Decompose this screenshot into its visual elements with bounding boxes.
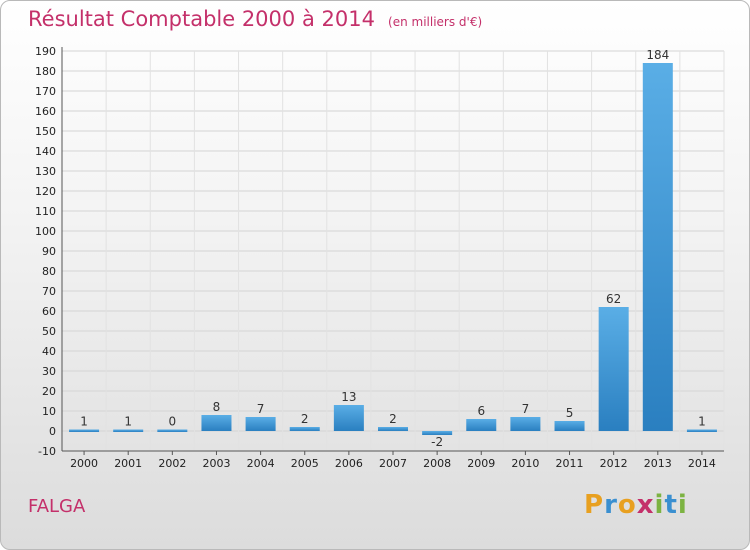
y-tick-label: 140 (35, 145, 56, 158)
x-tick-label: 2006 (335, 457, 363, 470)
data-label: -2 (431, 435, 443, 449)
y-tick-label: 110 (35, 205, 56, 218)
y-tick-label: 60 (42, 305, 56, 318)
chart-subtitle: (en milliers d'€) (388, 15, 483, 29)
logo-letter: o (617, 490, 637, 520)
chart-title: Résultat Comptable 2000 à 2014 (28, 7, 375, 31)
x-tick-label: 2000 (70, 457, 98, 470)
axes: -100102030405060708090100110120130140150… (35, 45, 724, 470)
logo-letter: P (584, 490, 605, 520)
bar (245, 417, 276, 431)
x-tick-label: 2008 (423, 457, 451, 470)
y-tick-label: 150 (35, 125, 56, 138)
y-tick-label: 180 (35, 65, 56, 78)
y-tick-label: 50 (42, 325, 56, 338)
x-tick-label: 2010 (511, 457, 539, 470)
y-tick-label: 130 (35, 165, 56, 178)
x-tick-label: 2011 (556, 457, 584, 470)
data-label: 5 (566, 406, 574, 420)
data-label: 0 (169, 415, 177, 429)
bar (201, 415, 232, 431)
bar (642, 63, 673, 431)
x-tick-label: 2007 (379, 457, 407, 470)
x-tick-label: 2001 (114, 457, 142, 470)
y-tick-label: 10 (42, 405, 56, 418)
y-tick-label: 190 (35, 45, 56, 58)
data-label: 8 (213, 400, 221, 414)
y-tick-label: 20 (42, 385, 56, 398)
data-label: 1 (124, 415, 132, 429)
data-label: 2 (389, 412, 397, 426)
y-tick-label: 30 (42, 365, 56, 378)
data-labels: 1 1 0 8 7 2 13 2 -2 6 7 5 62 184 1 (80, 48, 706, 449)
data-label: 7 (522, 402, 530, 416)
proxiti-logo: Proxiti (584, 490, 688, 520)
y-tick-label: 90 (42, 245, 56, 258)
bar (422, 431, 453, 435)
bar (289, 427, 320, 431)
data-label: 13 (341, 390, 356, 404)
y-tick-label: 160 (35, 105, 56, 118)
data-label: 62 (606, 292, 621, 306)
data-label: 2 (301, 412, 309, 426)
bar (377, 427, 409, 431)
bar (157, 429, 188, 432)
bar (333, 405, 364, 431)
bar (554, 421, 585, 431)
y-tick-label: 70 (42, 285, 56, 298)
x-tick-label: 2004 (247, 457, 275, 470)
x-tick-label: 2013 (644, 457, 672, 470)
x-tick-label: 2014 (688, 457, 716, 470)
bar (510, 417, 541, 431)
logo-letter: i (677, 490, 688, 520)
bars (69, 63, 717, 435)
logo-letter: i (654, 490, 665, 520)
y-tick-label: -10 (38, 445, 56, 458)
y-tick-label: 120 (35, 185, 56, 198)
commune-name: FALGA (28, 496, 86, 517)
data-label: 1 (698, 415, 706, 429)
title-row: Résultat Comptable 2000 à 2014 (en milli… (28, 7, 482, 31)
x-tick-label: 2012 (600, 457, 628, 470)
logo-letter: x (636, 490, 655, 520)
y-tick-label: 80 (42, 265, 56, 278)
logo-letter: r (604, 490, 618, 520)
y-tick-label: 0 (49, 425, 56, 438)
y-tick-label: 100 (35, 225, 56, 238)
x-tick-label: 2002 (158, 457, 186, 470)
x-tick-label: 2009 (467, 457, 495, 470)
bar (686, 429, 717, 432)
logo-letter: t (664, 490, 678, 520)
bar (466, 419, 497, 431)
y-tick-label: 170 (35, 85, 56, 98)
data-label: 7 (257, 402, 265, 416)
y-tick-label: 40 (42, 345, 56, 358)
data-label: 184 (646, 48, 669, 62)
x-tick-label: 2005 (291, 457, 319, 470)
bar (113, 429, 144, 432)
bar (598, 307, 629, 431)
bar (69, 429, 100, 432)
data-label: 6 (477, 404, 485, 418)
data-label: 1 (80, 415, 88, 429)
x-tick-label: 2003 (202, 457, 230, 470)
